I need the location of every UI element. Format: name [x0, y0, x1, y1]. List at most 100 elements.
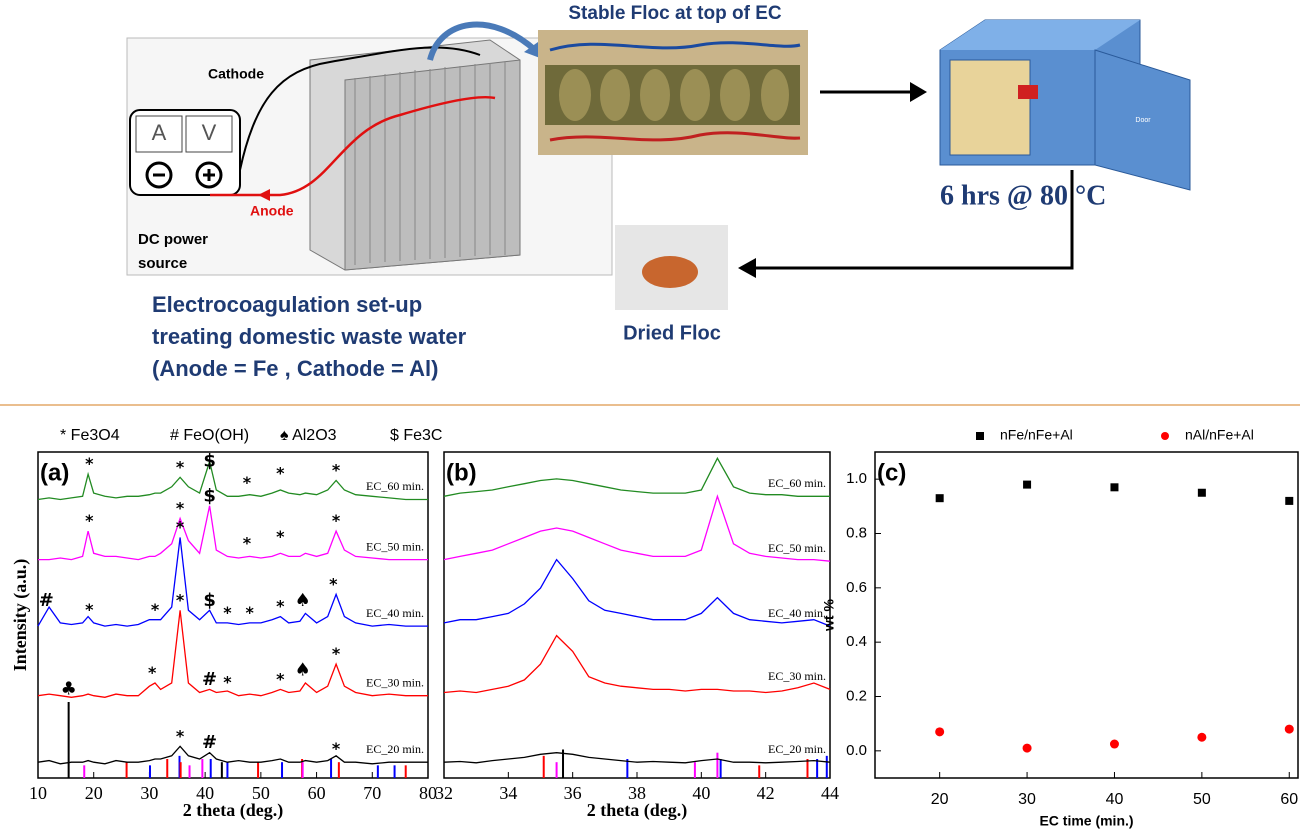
setup-caption: Electrocoagulation set-up	[152, 292, 422, 317]
phase-legend: # FeO(OH)	[170, 427, 249, 444]
peak-marker: *	[223, 603, 232, 622]
panel-label: (a)	[40, 459, 69, 486]
x-axis-label: 2 theta (deg.)	[183, 800, 283, 821]
peak-marker: *	[176, 517, 185, 536]
peak-marker: *	[332, 460, 341, 479]
y-tick-label: 0.0	[846, 742, 867, 759]
panel-label: (b)	[446, 459, 477, 486]
panel-label: (c)	[877, 459, 906, 486]
peak-marker: *	[148, 663, 157, 682]
setup-diagram: Cathode A V Anode DC power source Electr…	[127, 3, 1190, 381]
series-label: EC_30 min.	[768, 669, 826, 683]
point	[1110, 483, 1118, 491]
ammeter-label: A	[152, 120, 167, 145]
series-label: EC_20 min.	[366, 742, 424, 756]
legend-label: nFe/nFe+Al	[1000, 427, 1073, 443]
x-tick-label: 34	[499, 783, 517, 803]
oven-condition: 6 hrs @ 80 °C	[940, 180, 1106, 211]
peak-marker: *	[332, 644, 341, 663]
peak-marker: *	[276, 464, 285, 483]
x-tick-label: 42	[757, 783, 775, 803]
oven: Door	[940, 20, 1190, 190]
x-tick-label: 44	[821, 783, 839, 803]
point	[1285, 725, 1294, 734]
phase-legend: * Fe3O4	[60, 427, 120, 444]
phase-legend: ♠ Al2O3	[280, 427, 337, 444]
series-label: EC_20 min.	[768, 742, 826, 756]
peak-marker: *	[243, 473, 252, 492]
peak-marker: *	[176, 590, 185, 609]
y-axis-label: Intensity (a.u.)	[10, 559, 31, 672]
peak-marker: ♣	[61, 678, 77, 699]
peak-marker: #	[202, 732, 217, 753]
x-tick-label: 32	[435, 783, 453, 803]
setup-caption: treating domestic waste water	[152, 324, 467, 349]
floc-caption: Stable Floc at top of EC	[568, 3, 782, 24]
x-tick-label: 60	[1280, 791, 1298, 808]
cathode-label: Cathode	[208, 66, 264, 82]
point	[1110, 740, 1119, 749]
x-tick-label: 40	[1106, 791, 1124, 808]
series-label: EC_50 min.	[366, 539, 424, 553]
x-tick-label: 60	[308, 783, 326, 803]
x-axis-label: 2 theta (deg.)	[587, 800, 687, 821]
legend-swatch	[1161, 432, 1169, 440]
peak-marker: *	[176, 457, 185, 476]
ec-cell	[310, 40, 520, 270]
peak-marker: *	[329, 574, 338, 593]
x-tick-label: 30	[1018, 791, 1036, 808]
oven-door-label: Door	[1135, 117, 1151, 124]
power-source-label: source	[138, 255, 187, 272]
peak-marker: *	[85, 511, 94, 530]
y-tick-label: 1.0	[846, 470, 867, 487]
peak-marker: ♠	[295, 590, 311, 611]
y-tick-label: 0.2	[846, 687, 867, 704]
x-tick-label: 20	[931, 791, 949, 808]
series-label: EC_60 min.	[366, 479, 424, 493]
peak-marker: *	[332, 511, 341, 530]
legend-label: nAl/nFe+Al	[1185, 427, 1254, 443]
x-tick-label: 70	[363, 783, 381, 803]
peak-marker: *	[176, 726, 185, 745]
peak-marker: *	[243, 533, 252, 552]
point	[935, 727, 944, 736]
peak-marker: $	[203, 450, 216, 471]
point	[1198, 489, 1206, 497]
y-tick-label: 0.6	[846, 579, 867, 596]
peak-marker: $	[203, 590, 216, 611]
series-label: EC_40 min.	[768, 606, 826, 620]
peak-marker: $	[203, 485, 216, 506]
xrd-trace	[444, 636, 830, 693]
x-axis-label: EC time (min.)	[1039, 813, 1133, 829]
figure: Cathode A V Anode DC power source Electr…	[0, 0, 1300, 834]
peak-marker: *	[85, 600, 94, 619]
point	[936, 494, 944, 502]
legend-swatch	[976, 432, 984, 440]
peak-marker: *	[276, 669, 285, 688]
peak-marker: *	[332, 739, 341, 758]
series-label: EC_50 min.	[768, 541, 826, 555]
phase-legend: $ Fe3C	[390, 427, 442, 444]
dried-floc-label: Dried Floc	[623, 322, 721, 344]
series-label: EC_30 min.	[366, 675, 424, 689]
x-tick-label: 40	[692, 783, 710, 803]
y-axis-label: wt %	[821, 599, 837, 632]
series-label: EC_40 min.	[366, 606, 424, 620]
x-tick-label: 50	[1193, 791, 1211, 808]
y-tick-label: 0.8	[846, 524, 867, 541]
peak-marker: ♠	[295, 659, 311, 680]
peak-marker: *	[276, 527, 285, 546]
anode-label: Anode	[250, 203, 294, 219]
power-source-label: DC power	[138, 231, 208, 248]
peak-marker: *	[176, 498, 185, 517]
series-label: EC_60 min.	[768, 476, 826, 490]
peak-marker: #	[202, 669, 217, 690]
peak-marker: #	[39, 590, 54, 611]
x-tick-label: 30	[140, 783, 158, 803]
point	[1023, 744, 1032, 753]
x-tick-label: 36	[564, 783, 582, 803]
peak-marker: *	[85, 454, 94, 473]
point	[1197, 733, 1206, 742]
setup-caption: (Anode = Fe , Cathode = Al)	[152, 356, 438, 381]
